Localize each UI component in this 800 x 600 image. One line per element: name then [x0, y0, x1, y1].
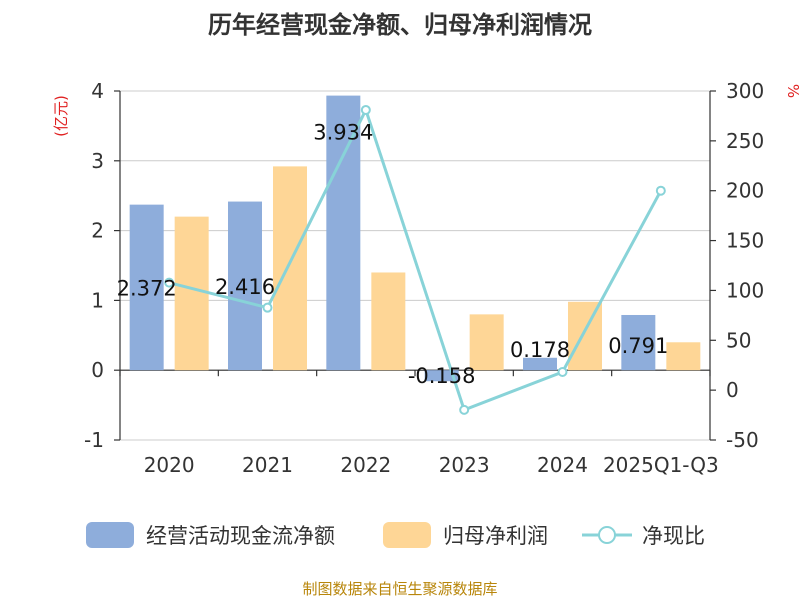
x-axis-tick-label: 2022: [340, 453, 391, 477]
bar-value-label: 3.934: [313, 121, 373, 145]
left-axis-tick-label: -1: [84, 428, 104, 452]
source-note: 制图数据来自恒生聚源数据库: [302, 580, 497, 598]
right-axis-tick-label: 200: [726, 179, 764, 203]
bar-cashflow: [523, 357, 557, 371]
legend-swatch: [86, 522, 134, 548]
x-axis-tick-label: 2021: [242, 453, 293, 477]
left-axis-tick-label: 2: [91, 219, 104, 243]
bar-value-label: 2.416: [215, 275, 275, 299]
left-axis-tick-label: 3: [91, 149, 104, 173]
bar-cashflow: [424, 370, 459, 382]
bar-cashflow: [228, 201, 262, 371]
left-axis-tick-label: 1: [91, 288, 104, 312]
bar-value-label: 0.791: [608, 334, 668, 358]
bar-net-profit: [371, 272, 406, 371]
line-point: [262, 302, 273, 313]
right-axis-unit: %: [784, 84, 800, 98]
bar-value-label: 2.372: [117, 276, 177, 300]
bar-value-label: 0.178: [510, 338, 570, 362]
line-point: [360, 104, 371, 115]
line-point: [655, 185, 666, 196]
bar-net-profit: [174, 216, 209, 371]
bar-cashflow: [326, 95, 361, 371]
line-series: [164, 104, 666, 415]
bar-value-label: -0.158: [408, 364, 476, 388]
line-point: [557, 366, 568, 377]
right-axis-tick-label: 300: [726, 79, 764, 103]
bar-net-profit: [273, 166, 307, 371]
right-axis-tick-label: 100: [726, 278, 764, 302]
legend: 经营活动现金流净额 归母净利润 净现比: [86, 522, 705, 548]
right-axis-tick-label: 0: [726, 378, 739, 402]
bars: [129, 95, 701, 382]
right-axis-tick-label: 150: [726, 229, 764, 253]
legend-swatch-marker: [598, 526, 616, 544]
legend-swatch: [383, 522, 431, 548]
legend-net-cash-ratio: 净现比: [582, 524, 705, 548]
bar-cashflow: [621, 314, 656, 371]
legend-cashflow: 经营活动现金流净额: [86, 522, 335, 548]
x-axis-tick-label: 2020: [144, 453, 195, 477]
bar-net-profit: [469, 314, 504, 371]
bar-net-profit: [666, 342, 701, 371]
left-axis-tick-label: 4: [91, 79, 104, 103]
x-axis-tick-label: 2025Q1-Q3: [603, 453, 719, 477]
line-net-cash-ratio: [168, 106, 663, 412]
line-point: [164, 277, 175, 288]
right-axis-tick-label: -50: [726, 428, 759, 452]
x-axis-tick-label: 2023: [439, 453, 490, 477]
legend-label: 经营活动现金流净额: [146, 524, 335, 548]
x-axis-tick-label: 2024: [537, 453, 588, 477]
axes: -1 0 1 2 3 4 -50 0 50 100 150 200 250 300 2020 2021 2022…: [84, 79, 764, 477]
data-labels: 2.372 2.416 3.934 -0.158 0.178 0.791: [117, 121, 669, 389]
legend-label: 归母净利润: [443, 524, 548, 548]
bar-net-profit: [568, 301, 602, 371]
legend-label: 净现比: [642, 524, 705, 548]
left-axis-unit: (亿元): [52, 95, 70, 137]
bar-cashflow: [129, 204, 164, 371]
chart-title: 历年经营现金净额、归母净利润情况: [208, 11, 592, 39]
line-point: [459, 404, 470, 415]
legend-net-profit: 归母净利润: [383, 522, 548, 548]
right-axis-tick-label: 50: [726, 328, 751, 352]
left-axis-tick-label: 0: [91, 358, 104, 382]
right-axis-tick-label: 250: [726, 129, 764, 153]
